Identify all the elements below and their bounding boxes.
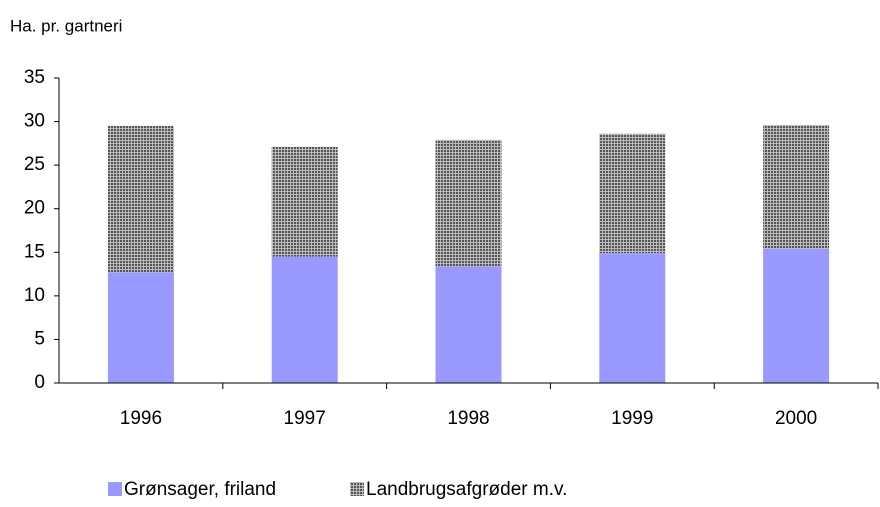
y-tick-label: 10 bbox=[24, 285, 45, 306]
x-tick-label: 1997 bbox=[284, 408, 326, 429]
x-tick-label: 1999 bbox=[611, 408, 653, 429]
y-tick-label: 5 bbox=[34, 328, 45, 349]
x-tick-label: 1998 bbox=[447, 408, 489, 429]
legend-label: Landbrugsafgrøder m.v. bbox=[366, 479, 567, 500]
bar-segment bbox=[599, 253, 666, 383]
bar-segment bbox=[107, 125, 174, 273]
y-tick-label: 15 bbox=[24, 241, 45, 262]
legend-label: Grønsager, friland bbox=[124, 479, 276, 500]
bar-segment bbox=[107, 272, 174, 383]
legend-swatch bbox=[350, 482, 364, 496]
bar-segment bbox=[271, 256, 338, 383]
y-tick-label: 30 bbox=[24, 111, 45, 132]
bar-segment bbox=[763, 248, 830, 383]
y-tick-label: 25 bbox=[24, 154, 45, 175]
x-tick-label: 1996 bbox=[120, 408, 162, 429]
y-tick-label: 0 bbox=[34, 372, 45, 393]
bar-segment bbox=[271, 146, 338, 257]
bar-segment bbox=[435, 266, 502, 383]
legend-swatch bbox=[108, 482, 122, 496]
bar-segment bbox=[763, 125, 830, 249]
bar-segment bbox=[435, 139, 502, 267]
bar-segment bbox=[599, 133, 666, 254]
y-tick-label: 35 bbox=[24, 67, 45, 88]
y-axis-label: Ha. pr. gartneri bbox=[10, 16, 122, 35]
x-tick-label: 2000 bbox=[775, 408, 817, 429]
y-tick-label: 20 bbox=[24, 198, 45, 219]
